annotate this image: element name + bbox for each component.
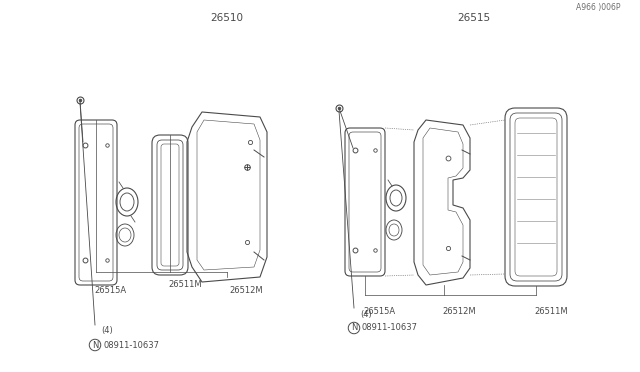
Text: 26515: 26515 (458, 13, 491, 23)
Text: (4): (4) (101, 327, 113, 336)
Text: 08911-10637: 08911-10637 (103, 340, 159, 350)
Text: 26511M: 26511M (168, 280, 202, 289)
Text: 26515A: 26515A (94, 286, 126, 295)
Text: 26515A: 26515A (363, 307, 395, 316)
Text: N: N (351, 324, 357, 333)
Text: 26512M: 26512M (442, 307, 476, 316)
Text: N: N (92, 340, 98, 350)
Text: 26511M: 26511M (534, 307, 568, 316)
Text: 08911-10637: 08911-10637 (362, 324, 418, 333)
Text: 26510: 26510 (211, 13, 243, 23)
Text: A966 )006P: A966 )006P (575, 3, 620, 12)
Text: (4): (4) (360, 310, 372, 318)
Text: 26512M: 26512M (229, 286, 262, 295)
